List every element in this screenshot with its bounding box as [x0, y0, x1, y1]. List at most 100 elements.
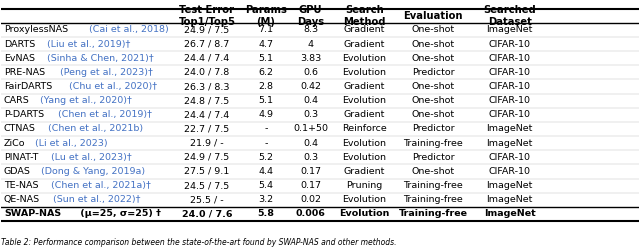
- Text: CIFAR-10: CIFAR-10: [488, 82, 531, 91]
- Text: 7.1: 7.1: [259, 26, 273, 35]
- Text: 5.1: 5.1: [259, 96, 273, 105]
- Text: PINAT-T: PINAT-T: [4, 153, 38, 162]
- Text: 0.3: 0.3: [303, 110, 318, 119]
- Text: 0.006: 0.006: [296, 210, 325, 218]
- Text: Predictor: Predictor: [412, 124, 454, 134]
- Text: Gradient: Gradient: [344, 82, 385, 91]
- Text: Pruning: Pruning: [346, 181, 383, 190]
- Text: ImageNet: ImageNet: [484, 210, 536, 218]
- Text: Evolution: Evolution: [342, 195, 387, 204]
- Text: QE-NAS: QE-NAS: [4, 195, 40, 204]
- Text: (Cai et al., 2018): (Cai et al., 2018): [86, 26, 169, 35]
- Text: Params
(M): Params (M): [245, 5, 287, 26]
- Text: Evolution: Evolution: [342, 68, 387, 77]
- Text: CIFAR-10: CIFAR-10: [488, 96, 531, 105]
- Text: 24.8 / 7.5: 24.8 / 7.5: [184, 96, 230, 105]
- Text: Evolution: Evolution: [342, 54, 387, 63]
- Text: Gradient: Gradient: [344, 40, 385, 48]
- Text: (Li et al., 2023): (Li et al., 2023): [31, 139, 107, 148]
- Text: 8.3: 8.3: [303, 26, 318, 35]
- Text: 0.3: 0.3: [303, 153, 318, 162]
- Text: CIFAR-10: CIFAR-10: [488, 167, 531, 176]
- Text: -: -: [264, 139, 268, 148]
- Text: Training-free: Training-free: [399, 210, 468, 218]
- Text: 2.8: 2.8: [259, 82, 273, 91]
- Text: 0.4: 0.4: [303, 96, 318, 105]
- Text: 24.9 / 7.5: 24.9 / 7.5: [184, 153, 230, 162]
- Text: (Lu et al., 2023)†: (Lu et al., 2023)†: [48, 153, 132, 162]
- Text: 3.83: 3.83: [300, 54, 321, 63]
- Text: Searched
Dataset: Searched Dataset: [483, 5, 536, 26]
- Text: Training-free: Training-free: [403, 139, 463, 148]
- Text: 4.9: 4.9: [259, 110, 273, 119]
- Text: (Chen et al., 2019)†: (Chen et al., 2019)†: [56, 110, 152, 119]
- Text: One-shot: One-shot: [412, 54, 454, 63]
- Text: Gradient: Gradient: [344, 110, 385, 119]
- Text: Table 2: Performance comparison between the state-of-the-art found by SWAP-NAS a: Table 2: Performance comparison between …: [1, 238, 397, 247]
- Text: 0.17: 0.17: [300, 167, 321, 176]
- Text: CIFAR-10: CIFAR-10: [488, 68, 531, 77]
- Text: 0.4: 0.4: [303, 139, 318, 148]
- Text: ImageNet: ImageNet: [486, 195, 532, 204]
- Text: Predictor: Predictor: [412, 68, 454, 77]
- Text: 5.4: 5.4: [259, 181, 273, 190]
- Text: One-shot: One-shot: [412, 167, 454, 176]
- Text: 0.17: 0.17: [300, 181, 321, 190]
- Text: (Liu et al., 2019)†: (Liu et al., 2019)†: [44, 40, 131, 48]
- Text: PRE-NAS: PRE-NAS: [4, 68, 45, 77]
- Text: 24.4 / 7.4: 24.4 / 7.4: [184, 110, 230, 119]
- Text: ZiCo: ZiCo: [4, 139, 26, 148]
- Text: Evolution: Evolution: [342, 153, 387, 162]
- Text: TE-NAS: TE-NAS: [4, 181, 38, 190]
- Text: P-DARTS: P-DARTS: [4, 110, 44, 119]
- Text: CTNAS: CTNAS: [4, 124, 36, 134]
- Text: FairDARTS: FairDARTS: [4, 82, 52, 91]
- Text: 22.7 / 7.5: 22.7 / 7.5: [184, 124, 230, 134]
- Text: (Sinha & Chen, 2021)†: (Sinha & Chen, 2021)†: [44, 54, 154, 63]
- Text: (Sun et al., 2022)†: (Sun et al., 2022)†: [51, 195, 141, 204]
- Text: SWAP-NAS: SWAP-NAS: [4, 210, 61, 218]
- Text: CARS: CARS: [4, 96, 29, 105]
- Text: 24.5 / 7.5: 24.5 / 7.5: [184, 181, 230, 190]
- Text: 0.1+50: 0.1+50: [293, 124, 328, 134]
- Text: 26.3 / 8.3: 26.3 / 8.3: [184, 82, 230, 91]
- Text: Training-free: Training-free: [403, 195, 463, 204]
- Text: (Dong & Yang, 2019a): (Dong & Yang, 2019a): [38, 167, 145, 176]
- Text: CIFAR-10: CIFAR-10: [488, 153, 531, 162]
- Text: Gradient: Gradient: [344, 26, 385, 35]
- Text: Search
Method: Search Method: [343, 5, 386, 26]
- Text: (Chen et al., 2021b): (Chen et al., 2021b): [45, 124, 143, 134]
- Text: ProxylessNAS: ProxylessNAS: [4, 26, 68, 35]
- Text: CIFAR-10: CIFAR-10: [488, 54, 531, 63]
- Text: 6.2: 6.2: [259, 68, 273, 77]
- Text: 21.9 / -: 21.9 / -: [190, 139, 224, 148]
- Text: 27.5 / 9.1: 27.5 / 9.1: [184, 167, 230, 176]
- Text: (Yang et al., 2020)†: (Yang et al., 2020)†: [37, 96, 132, 105]
- Text: (μ=25, σ=25) †: (μ=25, σ=25) †: [77, 210, 161, 218]
- Text: GDAS: GDAS: [4, 167, 31, 176]
- Text: Predictor: Predictor: [412, 153, 454, 162]
- Text: Evolution: Evolution: [342, 139, 387, 148]
- Text: 0.02: 0.02: [300, 195, 321, 204]
- Text: 4.7: 4.7: [259, 40, 273, 48]
- Text: (Peng et al., 2023)†: (Peng et al., 2023)†: [57, 68, 153, 77]
- Text: 26.7 / 8.7: 26.7 / 8.7: [184, 40, 230, 48]
- Text: -: -: [264, 124, 268, 134]
- Text: CIFAR-10: CIFAR-10: [488, 40, 531, 48]
- Text: 0.42: 0.42: [300, 82, 321, 91]
- Text: ImageNet: ImageNet: [486, 139, 532, 148]
- Text: 5.1: 5.1: [259, 54, 273, 63]
- Text: One-shot: One-shot: [412, 40, 454, 48]
- Text: 24.4 / 7.4: 24.4 / 7.4: [184, 54, 230, 63]
- Text: 4: 4: [307, 40, 314, 48]
- Text: 5.8: 5.8: [257, 210, 275, 218]
- Text: One-shot: One-shot: [412, 82, 454, 91]
- Text: 5.2: 5.2: [259, 153, 273, 162]
- Text: Evaluation: Evaluation: [403, 11, 463, 21]
- Text: 0.6: 0.6: [303, 68, 318, 77]
- Text: EvNAS: EvNAS: [4, 54, 35, 63]
- Text: 4.4: 4.4: [259, 167, 273, 176]
- Text: One-shot: One-shot: [412, 110, 454, 119]
- Text: GPU
Days: GPU Days: [297, 5, 324, 26]
- Text: 24.9 / 7.5: 24.9 / 7.5: [184, 26, 230, 35]
